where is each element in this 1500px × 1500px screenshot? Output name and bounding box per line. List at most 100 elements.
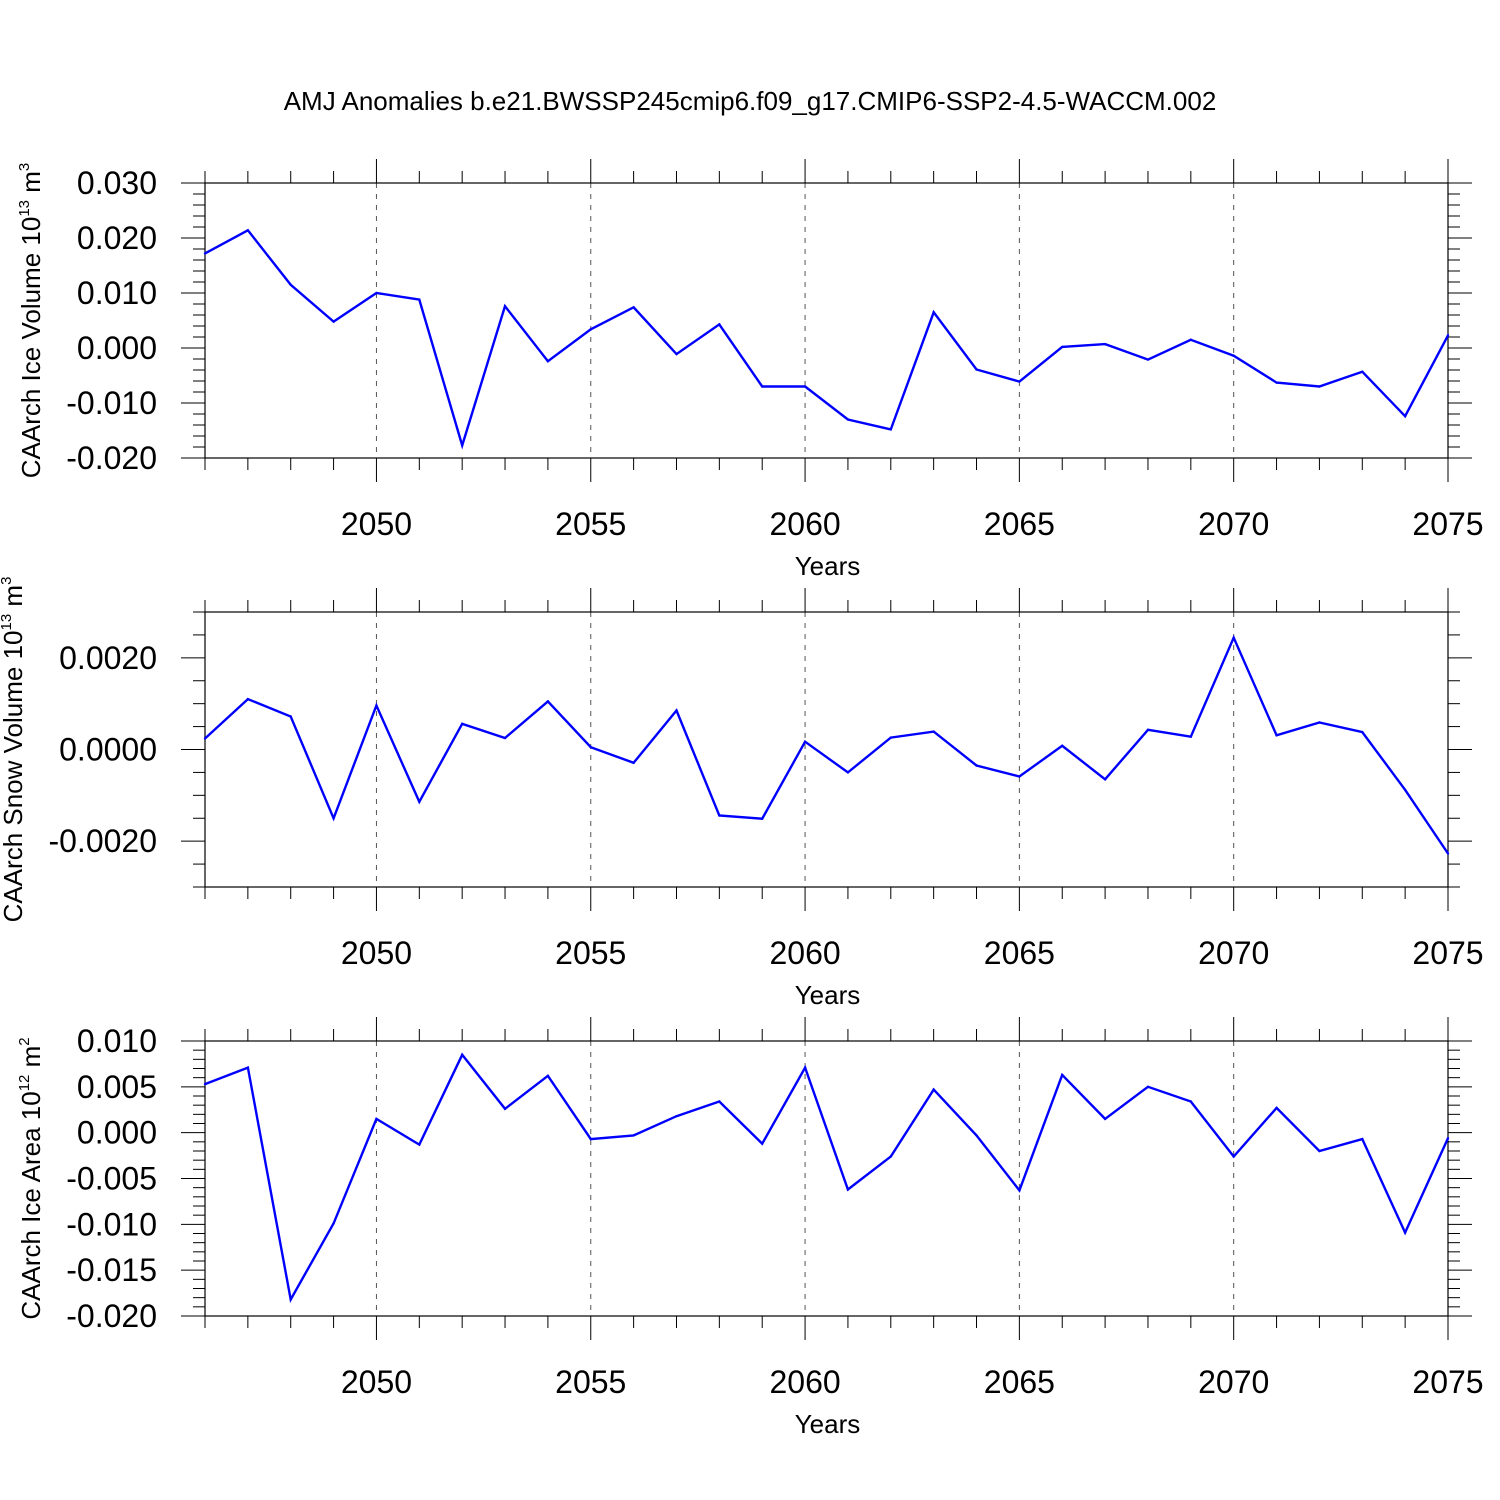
- data-point: [1232, 636, 1235, 639]
- y-tick-label: 0.0020: [59, 640, 157, 676]
- data-point: [932, 311, 935, 314]
- data-point: [1275, 734, 1278, 737]
- plot-frame: [204, 1040, 1449, 1317]
- y-axis-label-text: CAArch Ice Area 10: [16, 1091, 46, 1319]
- chart-panel-2: -0.0020 0.0000 0.0020 2050 2055 2060 2065 2070 2…: [0, 577, 1484, 1010]
- data-point: [203, 1082, 207, 1086]
- data-point: [1275, 381, 1278, 384]
- x-tick-label: 2070: [1198, 935, 1269, 971]
- data-point: [1318, 1149, 1321, 1153]
- x-axis-label: Years: [795, 1409, 861, 1439]
- y-axis-label-unit: m: [16, 1046, 46, 1075]
- x-tick-label: 2050: [341, 935, 412, 971]
- y-tick-label: 0.010: [77, 1023, 157, 1059]
- chart-panel-3: -0.020 -0.015 -0.010 -0.005 0.000 0.005 0.010 2…: [16, 1017, 1484, 1439]
- data-point: [718, 323, 721, 326]
- y-axis-label-unit: m: [0, 585, 28, 614]
- data-point: [975, 764, 978, 767]
- y-tick-label: 0.020: [77, 220, 157, 256]
- x-tick-label: 2075: [1412, 935, 1483, 971]
- y-tick-label: 0.030: [77, 165, 157, 201]
- y-axis-label: CAArch Snow Volume 1013 m3: [0, 577, 28, 923]
- x-tick-label: 2065: [984, 935, 1055, 971]
- figure-title: AMJ Anomalies b.e21.BWSSP245cmip6.f09_g1…: [284, 86, 1217, 116]
- x-tick-label: 2060: [769, 935, 840, 971]
- y-tick-label: 0.010: [77, 275, 157, 311]
- y-axis-label-exponent: 13: [16, 200, 33, 217]
- x-tick-label: 2055: [555, 506, 626, 542]
- x-axis-label: Years: [795, 551, 861, 581]
- data-point: [1318, 721, 1321, 724]
- data-point: [889, 736, 892, 739]
- data-point: [1061, 744, 1064, 748]
- data-point: [289, 283, 292, 286]
- y-tick-label: 0.000: [77, 330, 157, 366]
- y-axis-label-unit-exponent: 3: [0, 577, 15, 585]
- data-point: [1061, 345, 1064, 349]
- data-point: [1061, 1073, 1064, 1077]
- y-axis-label-exponent: 12: [16, 1075, 33, 1092]
- data-point: [375, 291, 378, 295]
- data-point: [546, 1074, 550, 1078]
- data-point: [761, 1142, 764, 1145]
- x-tick-label: 2050: [341, 1364, 412, 1400]
- data-point: [1361, 1137, 1364, 1141]
- x-tick-label: 2075: [1412, 506, 1483, 542]
- data-point: [246, 697, 250, 701]
- data-point: [1146, 358, 1150, 361]
- data-point: [589, 746, 592, 749]
- y-tick-label: 0.000: [77, 1115, 157, 1151]
- data-point: [1446, 852, 1450, 855]
- data-point: [932, 1088, 935, 1091]
- data-point: [803, 740, 807, 743]
- data-point: [503, 736, 507, 740]
- x-tick-label: 2070: [1198, 1364, 1269, 1400]
- y-tick-label: 0.005: [77, 1069, 157, 1105]
- y-tick-label: -0.020: [66, 440, 157, 476]
- y-axis-label-unit: m: [16, 171, 46, 200]
- y-tick-label: -0.005: [66, 1161, 157, 1197]
- data-point: [1103, 778, 1107, 781]
- x-tick-label: 2065: [984, 1364, 1055, 1400]
- data-point: [589, 328, 592, 331]
- data-point: [289, 715, 292, 718]
- y-tick-label: -0.010: [66, 1206, 157, 1242]
- x-tick-label: 2060: [769, 1364, 840, 1400]
- series-line: [204, 228, 1450, 450]
- data-point: [803, 1066, 807, 1069]
- data-point: [1189, 338, 1193, 341]
- data-point: [1018, 1189, 1021, 1192]
- data-point: [503, 1107, 507, 1111]
- series-line: [204, 634, 1449, 855]
- x-tick-label: 2055: [555, 935, 626, 971]
- y-tick-label: -0.015: [66, 1252, 157, 1288]
- data-point: [1361, 370, 1364, 373]
- data-point: [589, 1137, 592, 1141]
- data-point: [675, 709, 678, 712]
- data-point: [332, 320, 335, 323]
- data-point: [889, 428, 892, 431]
- data-point: [803, 385, 807, 388]
- data-point: [718, 814, 721, 817]
- data-point: [632, 761, 635, 764]
- data-point: [632, 1134, 635, 1137]
- data-point: [1446, 334, 1450, 337]
- data-point: [1146, 728, 1150, 731]
- x-tick-label: 2070: [1198, 506, 1269, 542]
- data-point: [332, 817, 335, 820]
- data-point: [460, 1053, 464, 1056]
- y-axis-label-text: CAArch Snow Volume 10: [0, 630, 28, 922]
- data-point: [546, 360, 550, 363]
- y-axis-label-unit-exponent: 2: [16, 1037, 33, 1045]
- x-tick-label: 2050: [341, 506, 412, 542]
- x-tick-label: 2065: [984, 506, 1055, 542]
- data-point: [1103, 1117, 1107, 1121]
- data-point: [1103, 342, 1107, 346]
- chart-panel-1: -0.020 -0.010 0.000 0.010 0.020 0.030 2050 2055…: [16, 159, 1484, 581]
- data-point: [1403, 788, 1407, 792]
- data-point: [1189, 735, 1193, 738]
- data-point: [675, 1114, 678, 1118]
- data-point: [846, 418, 850, 421]
- data-point: [632, 306, 635, 309]
